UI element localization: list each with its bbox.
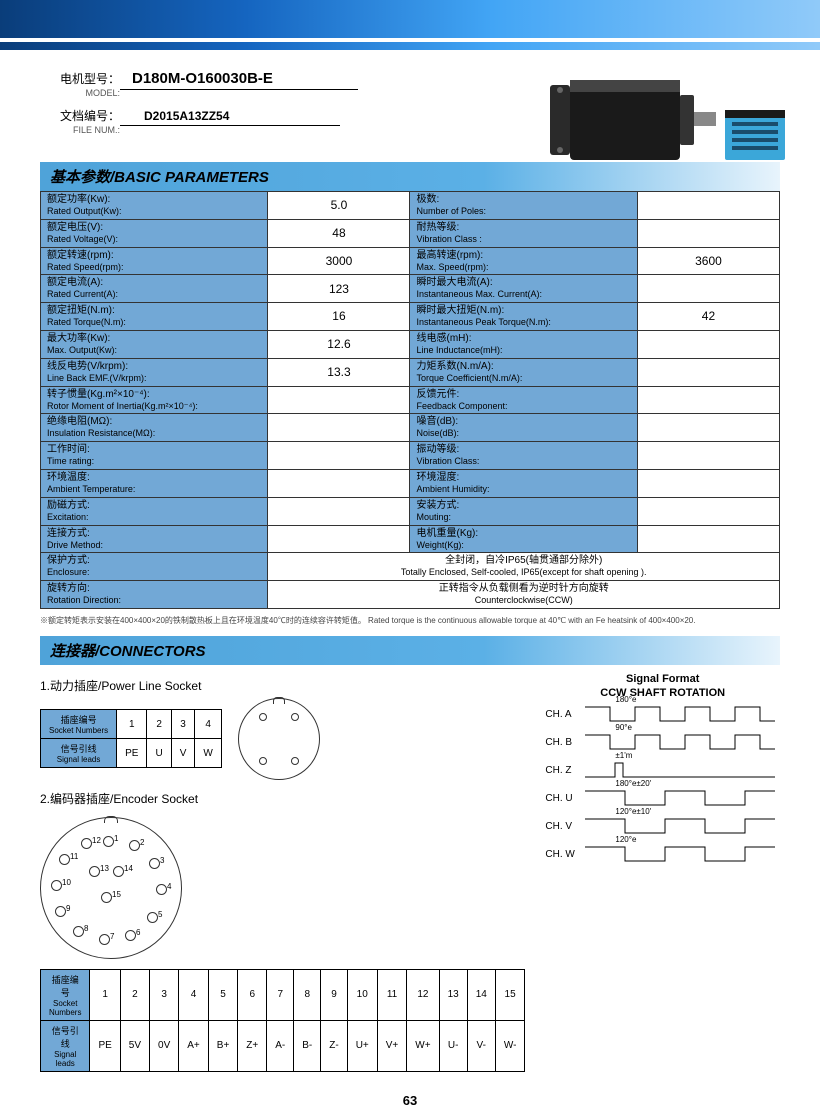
power-socket-table: 插座编号Socket Numbers1234信号引线Signal leadsPE… [40,709,222,768]
power-connector-diagram [238,698,320,780]
encoder-connector-diagram: 123456789101112131415 [40,817,182,959]
page-number: 63 [0,1093,820,1108]
signal-title-1: Signal Format [545,673,780,685]
model-label-en: MODEL: [85,88,120,98]
file-label-zh: 文档编号： [60,109,120,123]
params-table: 额定功率(Kw):Rated Output(Kw):5.0极数:Number o… [40,191,780,609]
model-label-zh: 电机型号： [60,72,120,86]
signal-format-block: Signal Format CCW SHAFT ROTATION CH. A18… [545,673,780,1078]
connectors-title: 连接器/CONNECTORS [40,636,780,665]
encoder-socket-title: 2.编码器插座/Encoder Socket [40,790,525,807]
model-value: D180M-O160030B-E [120,70,358,90]
file-label-en: FILE NUM.: [73,125,120,135]
footnote: ※额定转矩表示安装在400×400×20的铁制散热板上且在环境温度40℃时的连续… [40,615,780,626]
product-image [540,60,800,180]
top-banner [0,0,820,50]
file-value: D2015A13ZZ54 [120,109,340,126]
power-socket-title: 1.动力插座/Power Line Socket [40,677,525,694]
signal-title-2: CCW SHAFT ROTATION [545,687,780,699]
encoder-socket-table: 插座编号Socket Numbers123456789101112131415信… [40,969,525,1072]
